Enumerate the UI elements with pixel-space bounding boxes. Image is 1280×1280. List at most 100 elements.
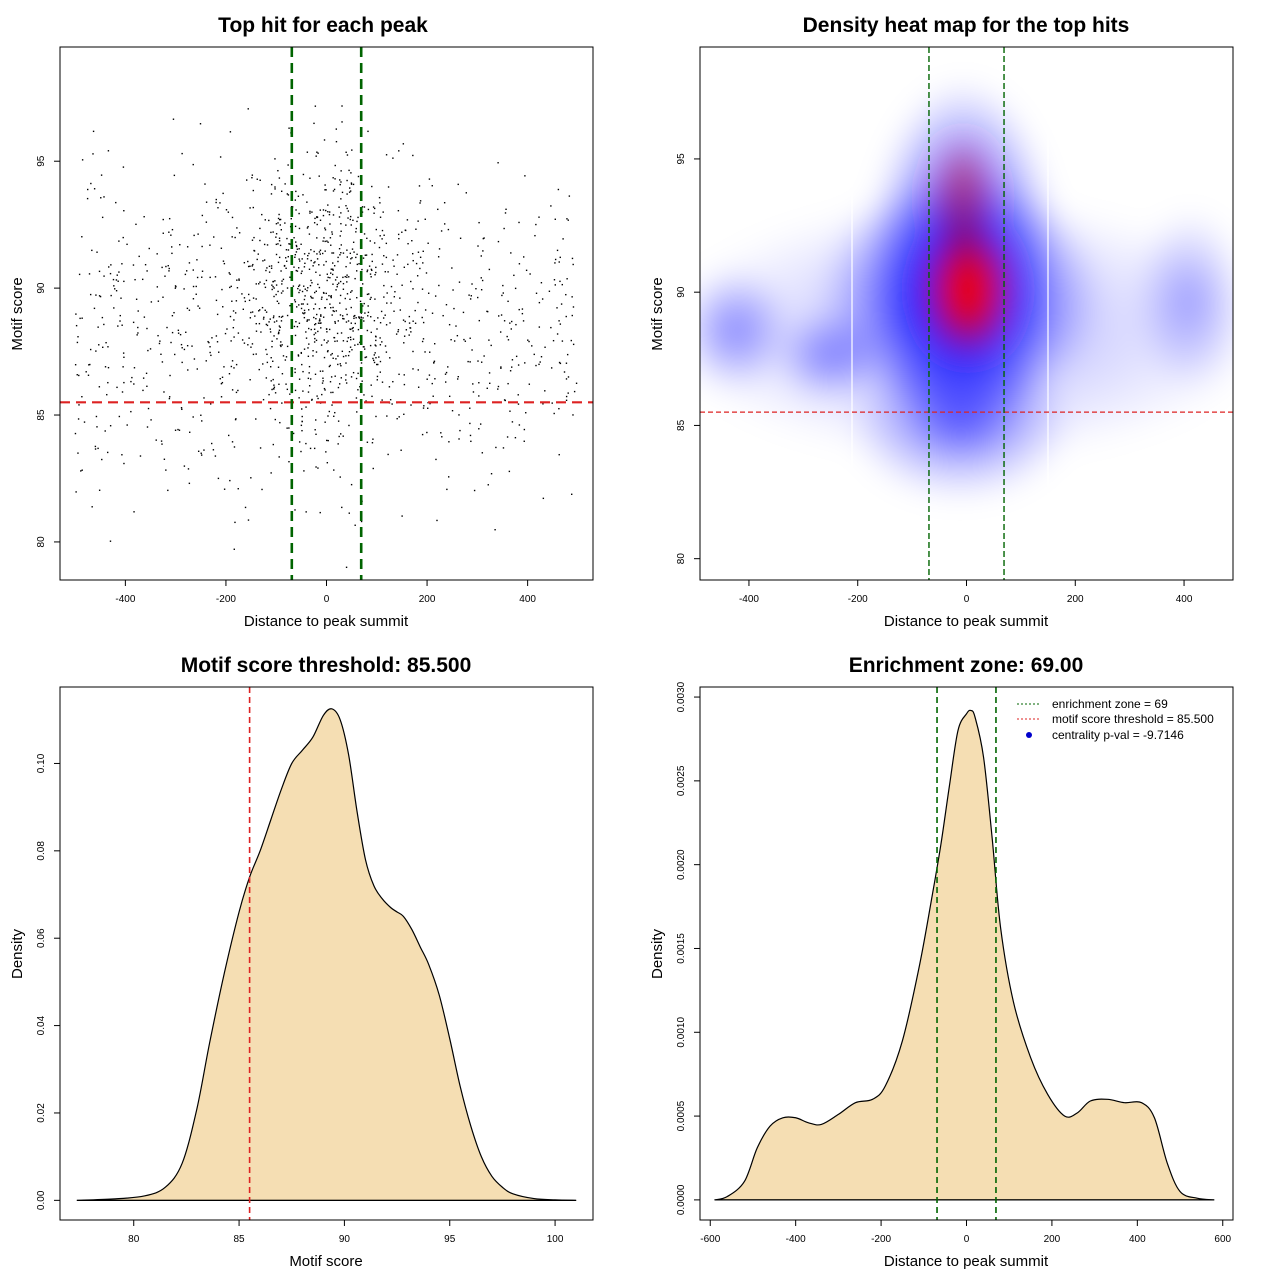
scatter-point <box>137 332 139 334</box>
scatter-point <box>132 264 135 266</box>
scatter-point <box>337 420 340 422</box>
scatter-point <box>368 265 371 267</box>
scatter-point <box>187 468 190 470</box>
heat-blob-left <box>700 270 790 390</box>
scatter-point <box>179 244 181 246</box>
scatter-point <box>335 289 337 291</box>
scatter-point <box>340 170 342 172</box>
x-axis: -600 -400 -200 0 200 400 600 <box>700 1220 1232 1245</box>
scatter-point <box>339 363 341 365</box>
scatter-point <box>399 309 402 311</box>
scatter-point <box>97 326 99 328</box>
scatter-point <box>429 402 431 405</box>
scatter-point <box>424 218 426 220</box>
scatter-point <box>329 303 331 305</box>
scatter-point <box>319 511 321 514</box>
scatter-point <box>180 343 183 346</box>
scatter-point <box>559 280 561 283</box>
scatter-point <box>363 302 365 305</box>
scatter-point <box>477 360 479 362</box>
scatter-point <box>161 443 163 445</box>
scatter-point <box>354 277 356 280</box>
scatter-point <box>280 316 283 318</box>
scatter-point <box>332 391 334 394</box>
scatter-point <box>544 346 546 348</box>
scatter-point <box>295 190 297 193</box>
scatter-point <box>306 201 308 203</box>
scatter-point <box>307 377 310 380</box>
scatter-point <box>431 185 433 187</box>
scatter-point <box>144 263 147 266</box>
scatter-point <box>241 293 243 295</box>
scatter-point <box>162 232 164 234</box>
scatter-point <box>192 163 194 166</box>
scatter-point <box>303 266 306 268</box>
scatter-point <box>331 231 333 233</box>
scatter-point <box>410 331 412 333</box>
scatter-point <box>135 223 137 226</box>
scatter-point <box>489 382 491 384</box>
scatter-point <box>429 351 431 353</box>
scatter-point <box>486 310 488 313</box>
scatter-point <box>165 265 167 268</box>
scatter-point <box>362 305 364 307</box>
scatter-point <box>330 244 332 246</box>
scatter-point <box>318 286 321 289</box>
distance-density-panel: Enrichment zone: 69.00 -600 -400 -200 0 200 4… <box>649 654 1234 1270</box>
scatter-point <box>385 256 388 259</box>
scatter-point <box>374 335 377 337</box>
scatter-point <box>497 162 499 164</box>
scatter-point <box>233 446 236 448</box>
scatter-point <box>305 337 308 339</box>
scatter-point <box>531 345 533 347</box>
scatter-point <box>256 258 258 261</box>
scatter-point <box>349 215 352 218</box>
scatter-point <box>81 159 84 161</box>
scatter-point <box>248 299 251 302</box>
scatter-point <box>303 348 306 350</box>
scatter-point <box>193 234 195 237</box>
scatter-point <box>498 315 500 317</box>
scatter-point <box>511 366 513 368</box>
scatter-point <box>268 271 271 273</box>
scatter-point <box>219 202 221 204</box>
scatter-point <box>561 283 563 286</box>
scatter-point <box>391 403 393 405</box>
scatter-point <box>566 353 569 356</box>
scatter-point <box>332 262 334 264</box>
scatter-point <box>379 322 382 324</box>
scatter-point <box>375 357 377 359</box>
scatter-point <box>95 415 98 418</box>
scatter-point <box>321 252 324 255</box>
scatter-point <box>435 458 437 461</box>
scatter-point <box>552 339 555 342</box>
scatter-point <box>291 206 294 208</box>
scatter-point <box>380 310 383 313</box>
scatter-point <box>210 354 212 357</box>
scatter-point <box>148 247 150 250</box>
scatter-point <box>482 237 485 240</box>
scatter-point <box>233 367 235 369</box>
scatter-point <box>522 320 525 322</box>
scatter-point <box>317 283 319 286</box>
scatter-point <box>397 330 399 333</box>
scatter-point <box>92 130 95 133</box>
scatter-point <box>315 351 318 353</box>
scatter-point <box>326 298 328 301</box>
scatter-point <box>544 390 546 392</box>
scatter-point <box>234 418 237 421</box>
scatter-point <box>457 376 459 378</box>
scatter-point <box>95 350 97 352</box>
scatter-point <box>419 200 422 202</box>
scatter-point <box>538 363 540 366</box>
scatter-point <box>274 188 276 190</box>
scatter-point <box>215 201 217 204</box>
scatter-point <box>535 223 537 226</box>
scatter-point <box>480 255 482 257</box>
scatter-point <box>179 333 182 336</box>
scatter-point <box>480 289 483 291</box>
scatter-point <box>548 290 551 292</box>
y-tick-label: 0.08 <box>36 841 47 861</box>
scatter-point <box>507 300 509 303</box>
